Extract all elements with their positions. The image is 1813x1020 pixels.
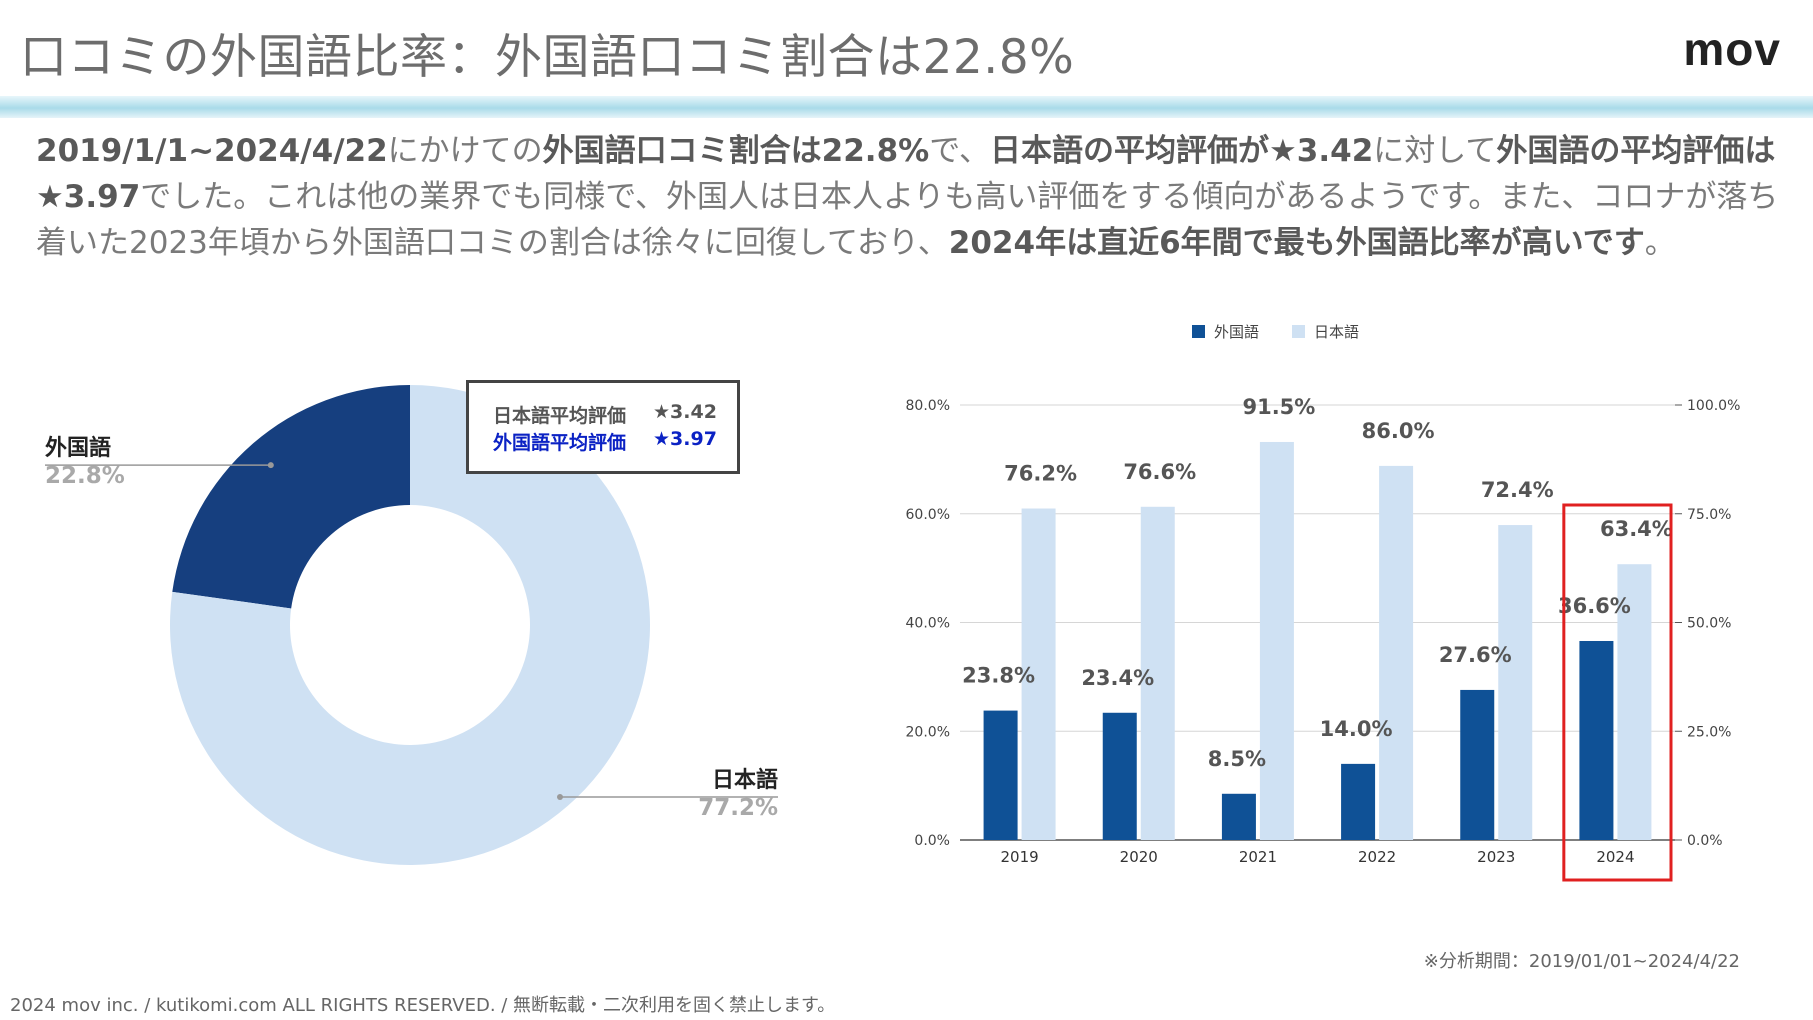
bar-foreign-2022 xyxy=(1341,763,1376,840)
page-title: 口コミの外国語比率：外国語口コミ割合は22.8% xyxy=(20,30,1075,85)
foreign-rating-row: 外国語平均評価 ★3.97 xyxy=(493,428,717,455)
data-label-foreign: 27.6% xyxy=(1439,643,1512,667)
summary-segment: 外国語口コミ割合は22.8% xyxy=(542,133,930,169)
right-axis-tick: 100.0% xyxy=(1687,398,1740,414)
bar-japanese-2020 xyxy=(1140,506,1175,840)
data-label-japanese: 76.2% xyxy=(1004,462,1077,486)
bar-japanese-2022 xyxy=(1379,465,1414,840)
left-axis-tick: 60.0% xyxy=(906,507,950,523)
donut-label-japanese: 日本語 xyxy=(712,767,778,793)
japanese-rating-value: ★3.42 xyxy=(653,401,717,423)
summary-segment: 。 xyxy=(1644,225,1676,261)
donut-leader-dot xyxy=(557,794,563,800)
bar-foreign-2019 xyxy=(983,710,1018,840)
right-axis-tick: 0.0% xyxy=(1687,833,1723,849)
x-axis-tick: 2022 xyxy=(1358,848,1396,866)
bar-japanese-2024 xyxy=(1617,564,1652,840)
donut-value-japanese: 77.2% xyxy=(698,795,778,821)
left-axis-tick: 0.0% xyxy=(914,833,950,849)
data-label-foreign: 36.6% xyxy=(1558,594,1631,618)
donut-leader-dot xyxy=(267,462,274,469)
legend-label-japanese: 日本語 xyxy=(1314,323,1359,341)
summary-segment: 2019/1/1~2024/4/22 xyxy=(36,133,388,169)
copyright-footer: 2024 mov inc. / kutikomi.com ALL RIGHTS … xyxy=(10,995,836,1016)
highlight-box-2024 xyxy=(1562,503,1673,882)
donut-label-foreign: 外国語 xyxy=(45,435,111,461)
brand-logo: mov xyxy=(1683,23,1781,75)
donut-slice-1 xyxy=(170,385,651,865)
right-axis-tick: 50.0% xyxy=(1687,616,1731,632)
data-label-foreign: 23.8% xyxy=(962,664,1035,688)
bar-foreign-2020 xyxy=(1102,712,1137,840)
data-label-foreign: 14.0% xyxy=(1320,717,1393,741)
foreign-rating-value: ★3.97 xyxy=(653,428,717,450)
data-label-foreign: 23.4% xyxy=(1081,666,1154,690)
legend-label-foreign: 外国語 xyxy=(1214,323,1259,341)
data-label-japanese: 63.4% xyxy=(1600,517,1673,541)
donut-slice-0 xyxy=(172,385,410,609)
right-axis-tick: 75.0% xyxy=(1687,507,1731,523)
rating-box: 日本語平均評価 ★3.42 外国語平均評価 ★3.97 xyxy=(466,380,740,474)
x-axis-tick: 2024 xyxy=(1596,848,1634,866)
right-axis-tick: 25.0% xyxy=(1687,724,1731,740)
bar-foreign-2023 xyxy=(1460,689,1495,840)
summary-segment: 日本語の平均評価が★3.42 xyxy=(989,133,1374,169)
summary-segment: にかけての xyxy=(387,133,543,169)
left-axis-tick: 40.0% xyxy=(906,616,950,632)
data-label-foreign: 8.5% xyxy=(1208,747,1266,771)
analysis-period-note: ※分析期間：2019/01/01~2024/4/22 xyxy=(1423,951,1740,972)
summary-segment: 外国語の平均評価は★3.97 xyxy=(36,133,1776,215)
left-axis-tick: 80.0% xyxy=(906,398,950,414)
x-axis-tick: 2023 xyxy=(1477,848,1515,866)
summary-segment: に対して xyxy=(1373,133,1497,169)
legend-swatch-japanese xyxy=(1292,325,1305,338)
x-axis-tick: 2020 xyxy=(1120,848,1158,866)
legend-swatch-foreign xyxy=(1192,325,1205,338)
left-axis-tick: 20.0% xyxy=(906,724,950,740)
japanese-rating-label: 日本語平均評価 xyxy=(493,405,627,427)
bar-japanese-2021 xyxy=(1259,441,1294,840)
japanese-rating-row: 日本語平均評価 ★3.42 xyxy=(493,401,717,428)
data-label-japanese: 72.4% xyxy=(1481,478,1554,502)
summary-segment: 2024年は直近6年間で最も外国語比率が高いです xyxy=(948,225,1645,261)
bar-chart: 外国語 日本語 0.0% 20.0% 40.0% 60.0% 80.0% 0.0% 25.0% 5… xyxy=(906,323,1740,882)
donut-value-foreign: 22.8% xyxy=(45,463,125,489)
summary-segment: でした。これは他の業界でも同様で、外国人は日本人よりも高い評価をする傾向があるよ… xyxy=(36,179,1779,261)
x-axis-tick: 2021 xyxy=(1239,848,1277,866)
summary-paragraph: 2019/1/1~2024/4/22にかけての外国語口コミ割合は22.8%で、日… xyxy=(36,128,1781,266)
header-divider-band xyxy=(0,96,1813,118)
bar-japanese-2019 xyxy=(1021,508,1056,840)
bar-foreign-2024 xyxy=(1579,640,1614,840)
x-axis-tick: 2019 xyxy=(1000,848,1038,866)
bar-foreign-2021 xyxy=(1221,793,1256,840)
data-label-japanese: 91.5% xyxy=(1242,395,1315,419)
data-label-japanese: 86.0% xyxy=(1362,419,1435,443)
summary-segment: で、 xyxy=(929,133,990,169)
bar-japanese-2023 xyxy=(1498,525,1533,840)
foreign-rating-label: 外国語平均評価 xyxy=(493,432,627,454)
data-label-japanese: 76.6% xyxy=(1123,460,1196,484)
